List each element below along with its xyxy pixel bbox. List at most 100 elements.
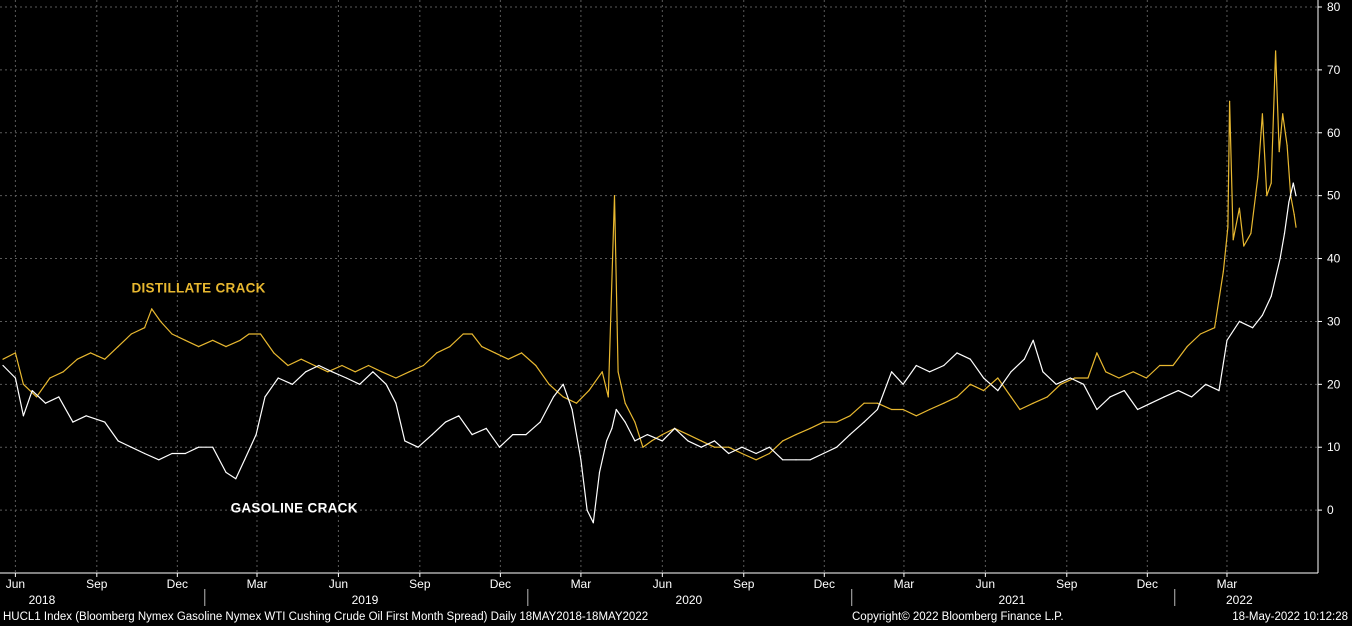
data-point [1096, 352, 1098, 354]
data-point [1205, 383, 1207, 385]
data-point [822, 421, 825, 423]
data-point [1159, 364, 1161, 367]
footer-timestamp: 18-May-2022 10:12:28 [1232, 611, 1348, 623]
distillate-crack-label: DISTILLATE CRACK [131, 281, 265, 296]
data-point [1270, 182, 1272, 184]
data-point [212, 446, 214, 448]
x-tick-label: Mar [247, 577, 268, 591]
data-point [902, 383, 904, 385]
data-point [741, 452, 743, 455]
data-point [755, 459, 757, 461]
x-tick-label: Jun [6, 577, 25, 591]
data-point [651, 440, 653, 442]
data-point [144, 327, 146, 329]
data-point [354, 371, 356, 373]
data-point [431, 434, 433, 436]
data-point [943, 402, 945, 404]
data-point [117, 346, 119, 348]
data-point [1105, 371, 1107, 373]
x-tick-label: Mar [571, 577, 592, 591]
footer-copyright: Copyright© 2022 Bloomberg Finance L.P. [852, 611, 1064, 623]
data-point [1069, 377, 1071, 379]
data-point [1292, 182, 1294, 184]
data-point [1186, 346, 1188, 348]
x-year-label: 2018 [29, 593, 56, 607]
data-point [76, 358, 78, 360]
data-point [1010, 396, 1012, 398]
data-point [171, 333, 173, 335]
data-point [159, 320, 162, 322]
data-point [471, 333, 473, 335]
data-point [85, 415, 87, 417]
data-point [498, 446, 501, 448]
data-point [1214, 327, 1216, 329]
data-point [624, 421, 626, 423]
data-point [1055, 383, 1057, 385]
data-point [62, 371, 64, 373]
x-tick-label: Sep [1056, 577, 1078, 591]
data-point [494, 352, 496, 354]
data-point [1118, 377, 1120, 379]
x-tick-label: Sep [733, 577, 755, 591]
data-point [244, 459, 246, 461]
y-tick-label: 80 [1327, 0, 1341, 14]
x-tick-label: Jun [976, 577, 995, 591]
data-point [212, 339, 214, 341]
data-point [462, 333, 464, 335]
data-point [1177, 390, 1179, 392]
distillate-points [2, 50, 1297, 461]
data-point [700, 440, 702, 442]
x-tick-label: Jun [329, 577, 348, 591]
x-tick-label: Mar [1217, 577, 1238, 591]
data-point [300, 358, 302, 360]
x-year-label: 2019 [352, 593, 379, 607]
data-point [548, 383, 550, 385]
data-point [2, 358, 4, 360]
data-point [539, 421, 541, 423]
data-point [607, 396, 609, 398]
gasoline-crack-line [2, 182, 1297, 524]
gasoline-crack-label: GASOLINE CRACK [231, 501, 358, 516]
data-point [239, 339, 241, 341]
data-point [1238, 207, 1240, 209]
data-point [1032, 339, 1034, 341]
data-point [1286, 144, 1288, 146]
data-point [1293, 213, 1295, 216]
data-point [385, 383, 387, 385]
y-tick-label: 70 [1327, 63, 1341, 77]
data-point [331, 371, 333, 373]
x-year-label: 2022 [1226, 593, 1253, 607]
data-point [1227, 226, 1229, 228]
data-point [1257, 176, 1259, 178]
data-point [521, 352, 523, 354]
data-point [768, 452, 771, 455]
data-point [768, 446, 771, 448]
data-point [997, 377, 999, 379]
data-point [277, 377, 279, 379]
data-point [287, 364, 289, 367]
data-point [130, 333, 132, 335]
data-point [130, 446, 132, 448]
data-point [49, 377, 51, 379]
data-point [1238, 320, 1240, 322]
data-point [184, 452, 186, 455]
data-point [969, 383, 971, 385]
data-point [471, 434, 473, 436]
data-point [404, 440, 406, 442]
data-point [809, 459, 811, 461]
data-point [849, 434, 851, 436]
data-point [661, 434, 663, 436]
data-point [646, 434, 648, 436]
data-point [372, 371, 374, 373]
data-point [634, 421, 636, 423]
data-point [728, 446, 730, 448]
data-point [700, 446, 702, 448]
x-tick-label: Mar [894, 577, 915, 591]
data-point [1019, 408, 1021, 411]
data-point [1295, 226, 1297, 228]
data-point [687, 440, 689, 442]
data-point [1132, 371, 1134, 373]
data-point [1232, 239, 1234, 241]
data-point [436, 352, 438, 354]
data-point [687, 434, 689, 436]
